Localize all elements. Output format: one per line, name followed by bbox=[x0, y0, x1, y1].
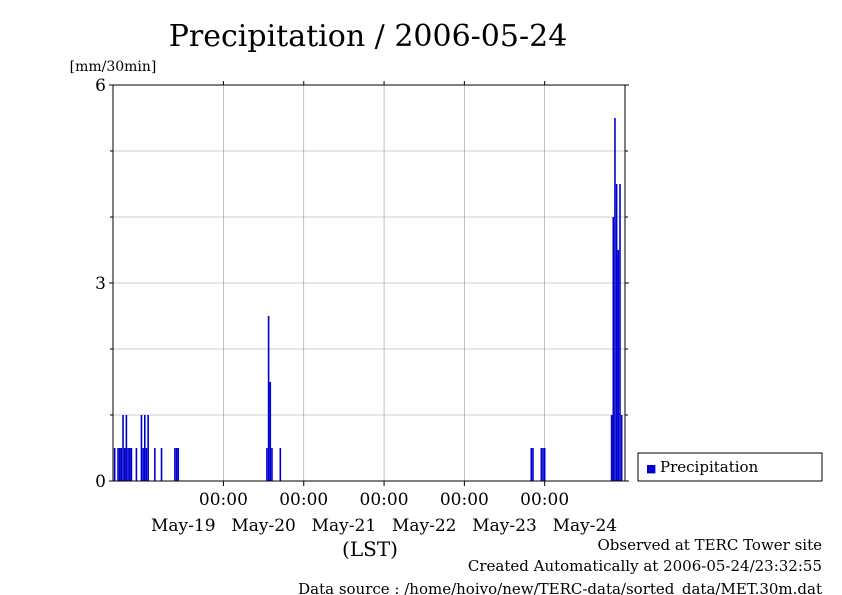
grid-lines bbox=[113, 85, 625, 481]
created-note: Created Automatically at 2006-05-24/23:3… bbox=[468, 557, 822, 575]
precipitation-bar bbox=[279, 448, 282, 481]
precipitation-bar bbox=[160, 448, 163, 481]
precipitation-bar bbox=[271, 448, 273, 481]
x-tick-date-label: May-23 bbox=[472, 516, 537, 536]
data-source-note: Data source : /home/hoivo/new/TERC-data/… bbox=[298, 580, 822, 595]
y-axis-label: [mm/30min] bbox=[70, 59, 157, 75]
x-tick-date-label: May-20 bbox=[231, 516, 296, 536]
precipitation-bars bbox=[113, 118, 623, 481]
precipitation-bar bbox=[532, 448, 534, 481]
precipitation-bar bbox=[127, 448, 129, 481]
x-tick-time-label: 00:00 bbox=[199, 490, 248, 510]
precipitation-bar bbox=[113, 448, 116, 481]
x-tick-date-label: May-21 bbox=[312, 516, 377, 536]
precipitation-bar bbox=[269, 382, 272, 481]
precipitation-bar bbox=[620, 415, 623, 481]
precipitation-bar bbox=[543, 448, 546, 481]
precipitation-bar bbox=[615, 184, 618, 481]
precipitation-bar bbox=[120, 448, 123, 481]
precipitation-bar bbox=[122, 415, 124, 481]
precipitation-bar bbox=[177, 448, 180, 481]
precipitation-bar bbox=[610, 415, 613, 481]
axis-ticks: 0 3 6 00:00 00:00 00:00 00:00 00:00 May-19 May-20… bbox=[95, 76, 629, 536]
precipitation-bar bbox=[612, 217, 615, 481]
x-tick-time-label: 00:00 bbox=[440, 490, 489, 510]
precipitation-bar bbox=[125, 415, 128, 481]
x-tick-date-label: May-19 bbox=[151, 516, 216, 536]
legend-box bbox=[637, 452, 823, 482]
precipitation-bar bbox=[142, 448, 144, 481]
precipitation-bar bbox=[619, 184, 621, 481]
precipitation-bar bbox=[614, 118, 616, 481]
y-tick-label: 3 bbox=[95, 274, 106, 294]
precipitation-bar bbox=[154, 448, 156, 481]
legend-label: Precipitation bbox=[660, 458, 759, 476]
precipitation-bar bbox=[123, 448, 126, 481]
precipitation-bar bbox=[143, 415, 146, 481]
precipitation-bar bbox=[145, 448, 148, 481]
x-tick-time-label: 00:00 bbox=[520, 490, 569, 510]
precipitation-bar bbox=[530, 448, 533, 481]
x-axis-label: (LST) bbox=[342, 537, 398, 561]
legend: ■ Precipitation bbox=[637, 452, 823, 482]
y-tick-label: 6 bbox=[95, 76, 106, 96]
precipitation-bar bbox=[118, 448, 121, 481]
precipitation-bar bbox=[617, 250, 620, 481]
legend-marker: ■ bbox=[646, 462, 656, 475]
y-tick-label: 0 bbox=[95, 472, 106, 492]
precipitation-bar bbox=[266, 448, 268, 481]
x-tick-time-label: 00:00 bbox=[360, 490, 409, 510]
precipitation-bar bbox=[147, 415, 149, 481]
precipitation-bar bbox=[117, 448, 119, 481]
x-tick-date-label: May-24 bbox=[553, 516, 618, 536]
precipitation-bar bbox=[175, 448, 178, 481]
precipitation-bar bbox=[135, 448, 138, 481]
x-tick-time-label: 00:00 bbox=[279, 490, 328, 510]
observed-note: Observed at TERC Tower site bbox=[597, 536, 822, 554]
precipitation-bar bbox=[130, 448, 133, 481]
precipitation-bar bbox=[540, 448, 543, 481]
precipitation-bar bbox=[128, 448, 131, 481]
precipitation-bar bbox=[140, 415, 143, 481]
precipitation-bar bbox=[542, 448, 544, 481]
precipitation-bar bbox=[267, 316, 270, 481]
precipitation-bar bbox=[174, 448, 176, 481]
x-tick-date-label: May-22 bbox=[392, 516, 457, 536]
chart-title: Precipitation / 2006-05-24 bbox=[169, 19, 568, 54]
